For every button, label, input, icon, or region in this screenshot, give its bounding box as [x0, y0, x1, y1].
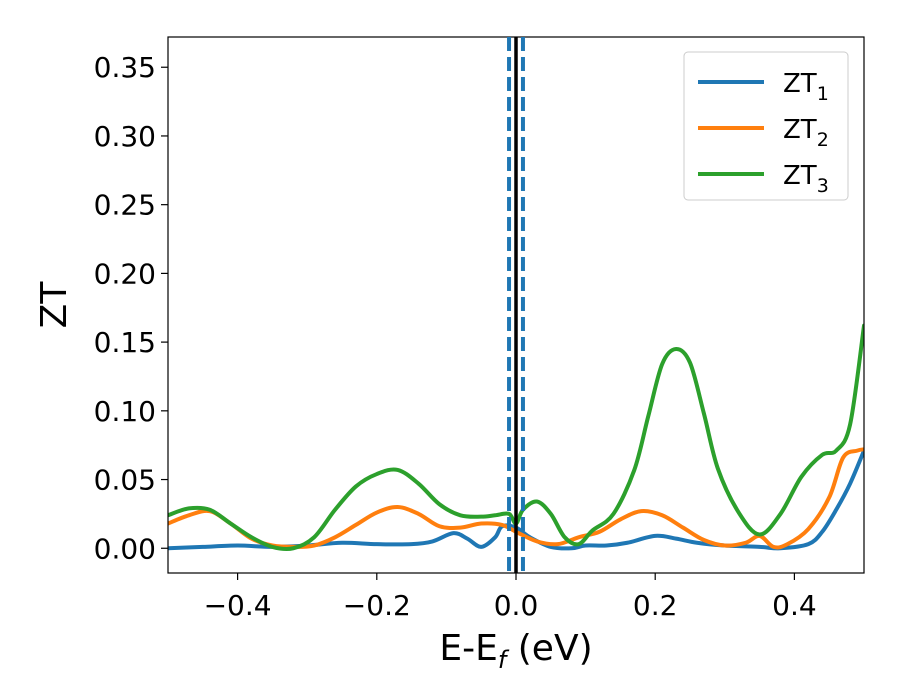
series-line-zt3 — [168, 323, 864, 552]
legend-label-zt1: ZT1 — [783, 69, 829, 105]
series-lines — [168, 323, 864, 552]
reference-lines — [507, 37, 525, 573]
x-tick-label: 0.4 — [772, 589, 817, 622]
y-tick-label: 0.35 — [94, 51, 156, 84]
y-axis-ticks: 0.00 0.05 0.10 0.15 0.20 0.25 0.30 0.35 — [94, 51, 168, 565]
x-tick-label: −0.4 — [204, 589, 272, 622]
y-tick-label: 0.05 — [94, 464, 156, 497]
y-tick-label: 0.25 — [94, 189, 156, 222]
legend-label-main: ZT — [783, 161, 817, 191]
legend-label-main: ZT — [783, 115, 817, 145]
legend-label-subscript: 3 — [817, 175, 829, 197]
y-tick-label: 0.00 — [94, 532, 156, 565]
y-tick-label: 0.20 — [94, 257, 156, 290]
y-axis-label: ZT — [34, 281, 75, 329]
x-axis-ticks: −0.4 −0.2 0.0 0.2 0.4 — [204, 573, 817, 622]
x-tick-label: 0.0 — [494, 589, 539, 622]
y-tick-label: 0.15 — [94, 326, 156, 359]
legend-label-main: ZT — [783, 69, 817, 99]
legend-label-zt2: ZT2 — [783, 115, 829, 151]
y-tick-label: 0.30 — [94, 120, 156, 153]
y-tick-label: 0.10 — [94, 395, 156, 428]
legend-label-subscript: 2 — [817, 129, 829, 151]
x-axis-label: E-Ef (eV) — [439, 628, 592, 674]
legend-frame — [683, 51, 849, 201]
legend-label-zt3: ZT3 — [783, 161, 829, 197]
x-tick-label: 0.2 — [633, 589, 678, 622]
x-tick-label: −0.2 — [343, 589, 411, 622]
legend-label-subscript: 1 — [817, 83, 829, 105]
